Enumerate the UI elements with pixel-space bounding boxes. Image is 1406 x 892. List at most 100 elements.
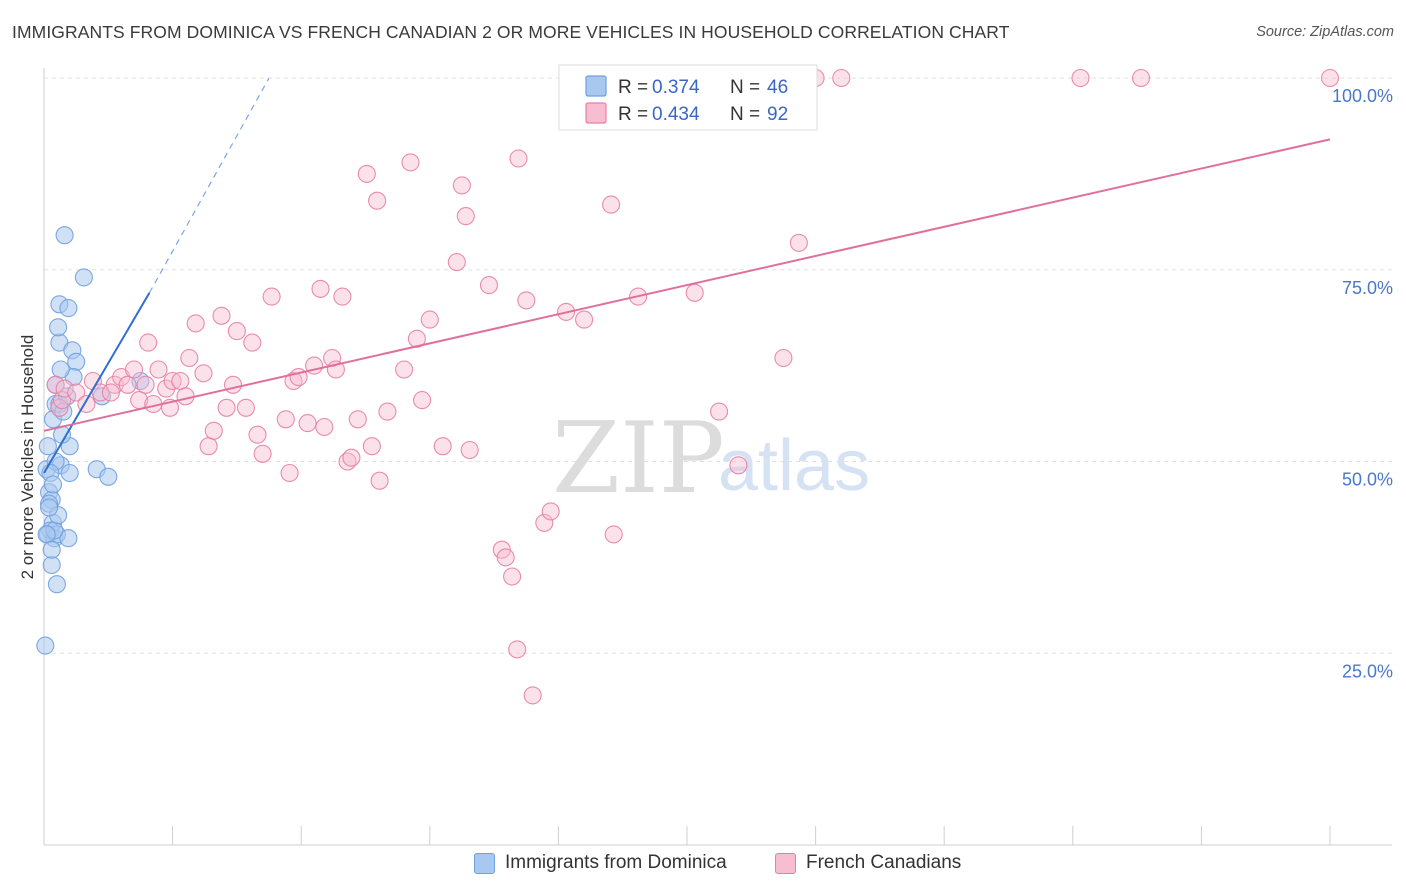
- point-french-canadians: [685, 283, 704, 302]
- legend-n-label-2: N =: [730, 104, 760, 125]
- point-french-canadians: [217, 398, 236, 417]
- point-french-canadians: [523, 686, 542, 705]
- point-french-canadians: [413, 391, 432, 410]
- point-french-canadians: [186, 314, 205, 333]
- point-french-canadians: [1320, 68, 1340, 88]
- point-french-canadians: [46, 375, 65, 394]
- point-french-canadians: [262, 287, 281, 306]
- point-french-canadians: [298, 414, 317, 433]
- axes: [43, 68, 1392, 846]
- point-french-canadians: [1131, 68, 1151, 88]
- point-french-canadians: [401, 153, 420, 172]
- point-french-canadians: [118, 375, 137, 394]
- point-dominica: [60, 463, 79, 483]
- series-points: [36, 68, 1340, 705]
- watermark-zip: ZIP: [552, 402, 725, 516]
- y-tick-labels: 25.0% 50.0% 75.0% 100.0%: [1332, 86, 1393, 681]
- point-french-canadians: [194, 364, 213, 383]
- point-french-canadians: [67, 383, 86, 402]
- scatter-chart: ZIP atlas 25.0%50.0%75.0%100.0% 0.0%100.…: [36, 64, 1393, 846]
- point-french-canadians: [212, 306, 231, 325]
- legend-n-value-1: 46: [767, 77, 788, 98]
- point-french-canadians: [55, 379, 74, 398]
- point-dominica: [36, 636, 55, 655]
- point-french-canadians: [575, 310, 594, 329]
- gridlines: [44, 77, 1392, 654]
- point-french-canadians: [729, 456, 748, 475]
- legend-r-value-2: 0.434: [652, 104, 700, 125]
- point-dominica: [67, 352, 86, 371]
- point-french-canadians: [535, 513, 554, 532]
- point-dominica: [47, 575, 66, 594]
- y-tick-label: 25.0%: [1342, 661, 1393, 681]
- point-french-canadians: [171, 371, 190, 391]
- point-dominica: [37, 525, 56, 544]
- point-dominica: [74, 268, 93, 287]
- point-french-canadians: [280, 463, 299, 483]
- point-french-canadians: [204, 421, 223, 440]
- point-french-canadians: [774, 348, 793, 368]
- point-french-canadians: [541, 502, 560, 521]
- point-french-canadians: [420, 310, 439, 329]
- point-french-canadians: [362, 437, 381, 456]
- point-french-canadians: [311, 279, 330, 298]
- point-french-canadians: [243, 333, 262, 352]
- point-french-canadians: [176, 387, 195, 406]
- point-french-canadians: [199, 437, 218, 456]
- point-dominica: [59, 299, 78, 318]
- point-french-canadians: [136, 375, 155, 394]
- point-french-canadians: [124, 360, 144, 379]
- legend-swatch-french-canadians: [585, 102, 607, 124]
- point-dominica: [43, 475, 63, 494]
- point-french-canadians: [479, 276, 499, 295]
- point-french-canadians: [223, 375, 243, 394]
- point-french-canadians: [357, 164, 376, 183]
- point-french-canadians: [101, 383, 120, 402]
- point-dominica: [51, 360, 70, 379]
- bottom-legend-item-dominica: Immigrants from Dominica: [474, 852, 727, 874]
- point-french-canadians: [368, 191, 387, 210]
- legend-n-label-1: N =: [730, 77, 760, 98]
- point-french-canadians: [456, 207, 475, 226]
- bottom-legend-swatch-dominica: [474, 852, 495, 874]
- point-french-canadians: [1071, 68, 1090, 88]
- legend-n-value-2: 92: [767, 104, 788, 125]
- point-french-canadians: [452, 176, 471, 195]
- trendline-french-canadians: [43, 138, 1331, 432]
- bottom-legend-swatch-french-canadians: [775, 852, 796, 874]
- point-french-canadians: [342, 448, 361, 467]
- point-french-canadians: [503, 567, 522, 586]
- point-dominica: [55, 226, 74, 245]
- watermark: ZIP atlas: [552, 402, 870, 516]
- legend-swatch-dominica: [585, 75, 607, 97]
- point-dominica: [38, 437, 57, 456]
- point-french-canadians: [517, 291, 536, 310]
- point-french-canadians: [333, 287, 352, 306]
- point-french-canadians: [604, 525, 623, 544]
- point-french-canadians: [509, 149, 528, 168]
- point-dominica: [42, 540, 61, 559]
- point-french-canadians: [253, 444, 272, 463]
- chart-source: Source: ZipAtlas.com: [1256, 24, 1394, 40]
- legend: R = 0.374 N = 46 R = 0.434 N = 92: [558, 64, 818, 131]
- point-french-canadians: [789, 233, 808, 252]
- point-dominica: [40, 498, 59, 517]
- point-dominica: [99, 467, 118, 486]
- legend-r-label-2: R =: [618, 104, 648, 125]
- legend-r-label-1: R =: [618, 77, 648, 98]
- point-french-canadians: [149, 360, 168, 379]
- y-tick-label: 50.0%: [1342, 470, 1393, 490]
- point-dominica: [59, 529, 78, 548]
- point-french-canadians: [832, 68, 851, 88]
- point-french-canadians: [315, 417, 334, 437]
- point-french-canadians: [710, 402, 729, 421]
- point-french-canadians: [157, 379, 176, 398]
- chart-title: IMMIGRANTS FROM DOMINICA VS FRENCH CANAD…: [12, 22, 1010, 42]
- y-tick-label: 100.0%: [1332, 86, 1393, 106]
- bottom-legend-label-french-canadians: French Canadians: [806, 852, 962, 873]
- bottom-legend-item-french-canadians: French Canadians: [775, 852, 961, 874]
- point-french-canadians: [508, 640, 527, 659]
- point-french-canadians: [602, 195, 621, 214]
- watermark-atlas: atlas: [718, 426, 870, 506]
- point-french-canadians: [52, 391, 72, 410]
